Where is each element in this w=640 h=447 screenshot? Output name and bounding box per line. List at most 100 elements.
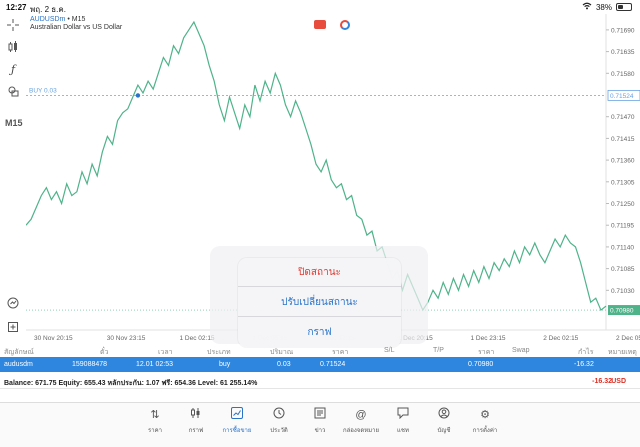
signal-badge-icon[interactable]	[340, 20, 350, 30]
battery-fill	[618, 5, 624, 9]
objects-icon[interactable]	[4, 82, 22, 100]
news-icon	[298, 407, 342, 423]
tab-quotes[interactable]: ⇅ ราคา	[133, 407, 177, 435]
header-comment: หมายเหตุ	[608, 349, 637, 356]
x-tick-label: 30 Nov 20:15	[34, 335, 73, 342]
tab-chat[interactable]: แชท	[381, 407, 425, 435]
position-action-menu: ปิดสถานะ ปรับเปลี่ยนสถานะ กราฟ	[238, 258, 401, 347]
one-click-trading-icon[interactable]	[4, 294, 22, 312]
status-right: 38%	[582, 2, 632, 12]
tab-label: กล่องจดหมาย	[342, 428, 380, 434]
timeframe-label[interactable]: M15	[5, 118, 23, 128]
row-volume: 0.03	[277, 361, 291, 368]
balance-bar: Balance: 671.75 Equity: 655.43 หลักประกั…	[0, 375, 640, 389]
bottom-tab-bar: ⇅ ราคา กราฟ การซื้อขาย ประวัติ ข่าว @ กล…	[0, 402, 640, 447]
indicators-icon[interactable]	[4, 38, 22, 56]
battery-icon	[616, 3, 632, 11]
chart-description: Australian Dollar vs US Dollar	[30, 24, 123, 31]
tab-chart[interactable]: กราฟ	[174, 407, 218, 435]
chart-title: AUDUSDm • M15	[30, 16, 85, 23]
chart-timeframe: M15	[71, 16, 86, 23]
tab-label: การซื้อขาย	[222, 428, 252, 434]
chart-symbol: AUDUSDm	[30, 16, 66, 23]
header-open-price: ราคา	[332, 349, 349, 356]
y-tick-label: 0.71085	[611, 266, 635, 273]
y-tick-label: 0.71690	[611, 27, 635, 34]
y-tick-label: 0.71470	[611, 114, 635, 121]
tab-label: ประวัติ	[270, 428, 288, 434]
header-symbol: สัญลักษณ์	[4, 349, 34, 356]
account-icon	[422, 407, 466, 423]
x-tick-label: 30 Nov 23:15	[107, 335, 146, 342]
tab-account[interactable]: บัญชี	[422, 407, 466, 435]
date: พฤ. 2 ธ.ค.	[30, 5, 66, 14]
y-tick-label: 0.71195	[611, 223, 634, 230]
header-profit: กำไร	[578, 349, 594, 356]
close-position-option[interactable]: ปิดสถานะ	[238, 258, 401, 287]
tab-label: แชท	[397, 428, 409, 434]
chart-option[interactable]: กราฟ	[307, 327, 332, 338]
header-ticket: ตั๋ว	[100, 349, 109, 356]
left-toolbar: ƒ M15	[0, 14, 26, 340]
settings-icon: ⚙	[480, 409, 490, 421]
position-row[interactable]: audusdm 159088478 12.01 02:53 buy 0.03 0…	[0, 357, 640, 372]
x-tick-label: 2 Dec 05:15	[616, 335, 640, 342]
balance-text: Balance: 671.75 Equity: 655.43 หลักประกั…	[4, 380, 258, 387]
header-time: เวลา	[158, 349, 173, 356]
header-sl: S/L	[384, 347, 395, 354]
y-tick-label: 0.71635	[611, 49, 635, 56]
row-type: buy	[219, 361, 231, 368]
add-order-icon[interactable]	[4, 318, 22, 336]
account-currency: USD	[611, 378, 626, 385]
tab-label: การตั้งค่า	[472, 428, 498, 434]
y-tick-label: 0.71360	[611, 158, 635, 165]
bid-price-label: 0.70980	[610, 308, 634, 315]
y-tick-label: 0.71415	[611, 136, 635, 143]
tab-label: ราคา	[148, 428, 162, 434]
header-swap: Swap	[512, 347, 530, 354]
tab-label: ข่าว	[314, 428, 326, 434]
y-tick-label: 0.71140	[611, 244, 634, 251]
tab-history[interactable]: ประวัติ	[257, 407, 301, 435]
chart-icon	[174, 407, 218, 423]
positions-table-header: สัญลักษณ์ ตั๋ว เวลา ประเภท ปริมาณ ราคา S…	[0, 344, 640, 356]
crosshair-icon[interactable]	[4, 16, 22, 34]
row-profit: -16.32	[574, 361, 594, 368]
entry-marker	[135, 93, 141, 98]
chat-icon	[381, 407, 425, 423]
tab-trade[interactable]: การซื้อขาย	[215, 407, 259, 435]
tab-mailbox[interactable]: @ กล่องจดหมาย	[339, 407, 383, 435]
total-profit: -16.32	[592, 378, 612, 385]
y-tick-label: 0.71305	[611, 179, 635, 186]
y-tick-label: 0.71030	[611, 288, 635, 295]
row-time: 12.01 02:53	[136, 361, 173, 368]
tab-label: กราฟ	[188, 428, 204, 434]
sell-badge-icon[interactable]	[314, 20, 326, 29]
row-ticket: 159088478	[72, 361, 108, 368]
quotes-icon: ⇅	[150, 409, 160, 421]
buy-price-label: 0.71524	[610, 93, 634, 100]
modify-position-option[interactable]: ปรับเปลี่ยนสถานะ	[238, 288, 401, 317]
function-icon[interactable]: ƒ	[10, 62, 16, 76]
history-icon	[257, 407, 301, 423]
row-open-price: 0.71524	[320, 361, 346, 368]
status-bar: 12:27 พฤ. 2 ธ.ค. 38%	[0, 0, 640, 14]
buy-price-box	[607, 89, 640, 101]
wifi-icon	[582, 2, 592, 12]
y-tick-label: 0.71580	[611, 71, 635, 78]
header-type: ประเภท	[207, 349, 231, 356]
header-price: ราคา	[478, 349, 495, 356]
row-current-price: 0.70980	[468, 361, 494, 368]
bid-price-box	[608, 305, 640, 316]
mailbox-icon: @	[355, 409, 367, 421]
tab-news[interactable]: ข่าว	[298, 407, 342, 435]
header-volume: ปริมาณ	[270, 349, 294, 356]
buy-level-label: BUY 0.03	[29, 87, 57, 94]
clock: 12:27	[6, 3, 27, 12]
chart-title-separator: •	[65, 16, 72, 23]
tab-settings[interactable]: ⚙ การตั้งค่า	[463, 407, 507, 435]
row-symbol: audusdm	[4, 361, 33, 368]
x-tick-label: 1 Dec 23:15	[471, 335, 506, 342]
battery-percent: 38%	[595, 2, 612, 12]
y-tick-label: 0.71250	[611, 201, 635, 208]
